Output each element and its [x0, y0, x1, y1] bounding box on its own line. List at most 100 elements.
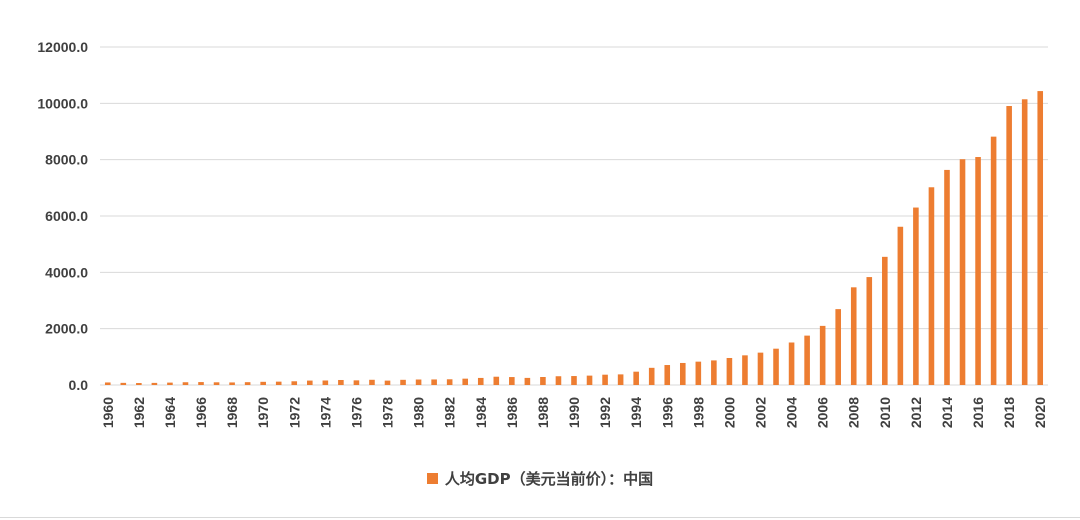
y-tick-label: 6000.0 — [45, 208, 88, 224]
y-tick-label: 10000.0 — [37, 95, 88, 111]
x-tick-label: 2014 — [939, 397, 955, 428]
bar-1964 — [167, 382, 173, 385]
bar-2004 — [788, 342, 795, 385]
bar-2010 — [882, 256, 888, 385]
y-tick-label: 0.0 — [69, 377, 89, 393]
bar-1981 — [431, 379, 437, 385]
bar-1963 — [151, 382, 158, 385]
bar-2015 — [959, 159, 966, 385]
bar-1994 — [633, 371, 639, 385]
bar-2003 — [773, 348, 779, 385]
bar-2008 — [850, 287, 857, 385]
legend: 人均GDP（美元当前价）：中国 — [0, 468, 1080, 489]
bar-1969 — [244, 382, 251, 385]
x-tick-label: 1974 — [317, 397, 333, 428]
x-tick-label: 1998 — [690, 397, 706, 428]
bar-2012 — [913, 207, 919, 385]
bar-1985 — [493, 376, 500, 385]
bar-2001 — [742, 355, 748, 385]
bar-1971 — [275, 381, 282, 385]
x-tick-label: 1968 — [224, 397, 240, 428]
bar-1961 — [120, 382, 127, 385]
bar-1990 — [571, 376, 577, 385]
bar-1973 — [307, 380, 313, 385]
x-tick-label: 2010 — [877, 397, 893, 428]
x-tick-label: 2004 — [784, 397, 800, 428]
x-tick-label: 2016 — [970, 397, 986, 428]
x-tick-label: 1990 — [566, 397, 582, 428]
x-tick-label: 1994 — [628, 397, 644, 428]
bar-1987 — [524, 377, 531, 385]
bar-1984 — [477, 377, 484, 385]
legend-swatch — [426, 473, 438, 484]
x-tick-label: 1970 — [255, 397, 271, 428]
bar-1960 — [104, 382, 111, 385]
y-tick-label: 8000.0 — [45, 152, 88, 168]
bar-2020 — [1037, 91, 1044, 385]
x-tick-label: 1980 — [411, 397, 427, 428]
y-tick-label: 12000.0 — [37, 39, 88, 55]
bar-1974 — [322, 380, 329, 385]
bar-1992 — [602, 374, 608, 385]
x-tick-label: 2018 — [1001, 397, 1017, 428]
bar-1975 — [338, 379, 344, 385]
x-tick-label: 2020 — [1032, 397, 1048, 428]
bar-1997 — [679, 362, 686, 385]
bar-1988 — [540, 377, 546, 385]
x-tick-label: 1984 — [473, 397, 489, 428]
x-tick-label: 2002 — [752, 397, 768, 428]
bar-2019 — [1021, 99, 1028, 385]
x-tick-label: 1988 — [535, 397, 551, 428]
bar-1993 — [617, 374, 624, 385]
x-tick-label: 1962 — [131, 397, 147, 428]
x-tick-label: 1966 — [193, 397, 209, 428]
bar-2013 — [928, 187, 935, 385]
bar-2011 — [897, 226, 904, 385]
bar-1982 — [446, 379, 453, 385]
bar-1970 — [260, 381, 266, 385]
legend-label: 人均GDP（美元当前价）：中国 — [444, 470, 654, 488]
bar-1980 — [415, 379, 422, 385]
bar-1996 — [664, 365, 671, 385]
bar-1986 — [509, 377, 515, 385]
x-tick-label: 2006 — [815, 397, 831, 428]
bar-2017 — [990, 136, 997, 385]
x-tick-label: 1972 — [286, 397, 302, 428]
bar-1983 — [462, 378, 469, 385]
x-tick-label: 1976 — [348, 397, 364, 428]
bar-1998 — [695, 361, 702, 385]
bar-1965 — [182, 382, 189, 385]
bottom-divider — [0, 517, 1080, 518]
x-tick-label: 1996 — [659, 397, 675, 428]
bar-1968 — [229, 382, 235, 385]
y-tick-label: 2000.0 — [45, 321, 88, 337]
bar-1989 — [555, 376, 562, 385]
bar-1976 — [353, 380, 360, 385]
bar-2007 — [835, 309, 841, 385]
x-tick-label: 1982 — [442, 397, 458, 428]
bar-1977 — [369, 379, 375, 385]
bar-2014 — [944, 169, 950, 385]
bar-2000 — [726, 357, 733, 385]
bar-1966 — [198, 382, 204, 385]
bar-2006 — [819, 325, 826, 385]
y-tick-label: 4000.0 — [45, 264, 88, 280]
x-tick-label: 2000 — [721, 397, 737, 428]
x-tick-label: 1960 — [100, 397, 116, 428]
bar-2018 — [1006, 106, 1012, 385]
x-tick-label: 1978 — [380, 397, 396, 428]
bar-1962 — [136, 383, 142, 385]
bar-2005 — [804, 335, 810, 385]
bar-1999 — [711, 360, 717, 385]
bar-1978 — [384, 380, 391, 385]
bar-1967 — [213, 382, 220, 385]
bar-1991 — [586, 375, 593, 385]
x-tick-label: 1986 — [504, 397, 520, 428]
x-tick-label: 1992 — [597, 397, 613, 428]
bar-2002 — [757, 352, 764, 385]
bar-2016 — [975, 157, 981, 385]
bar-1979 — [400, 379, 406, 385]
bar-1995 — [648, 367, 655, 385]
x-tick-label: 2012 — [908, 397, 924, 428]
